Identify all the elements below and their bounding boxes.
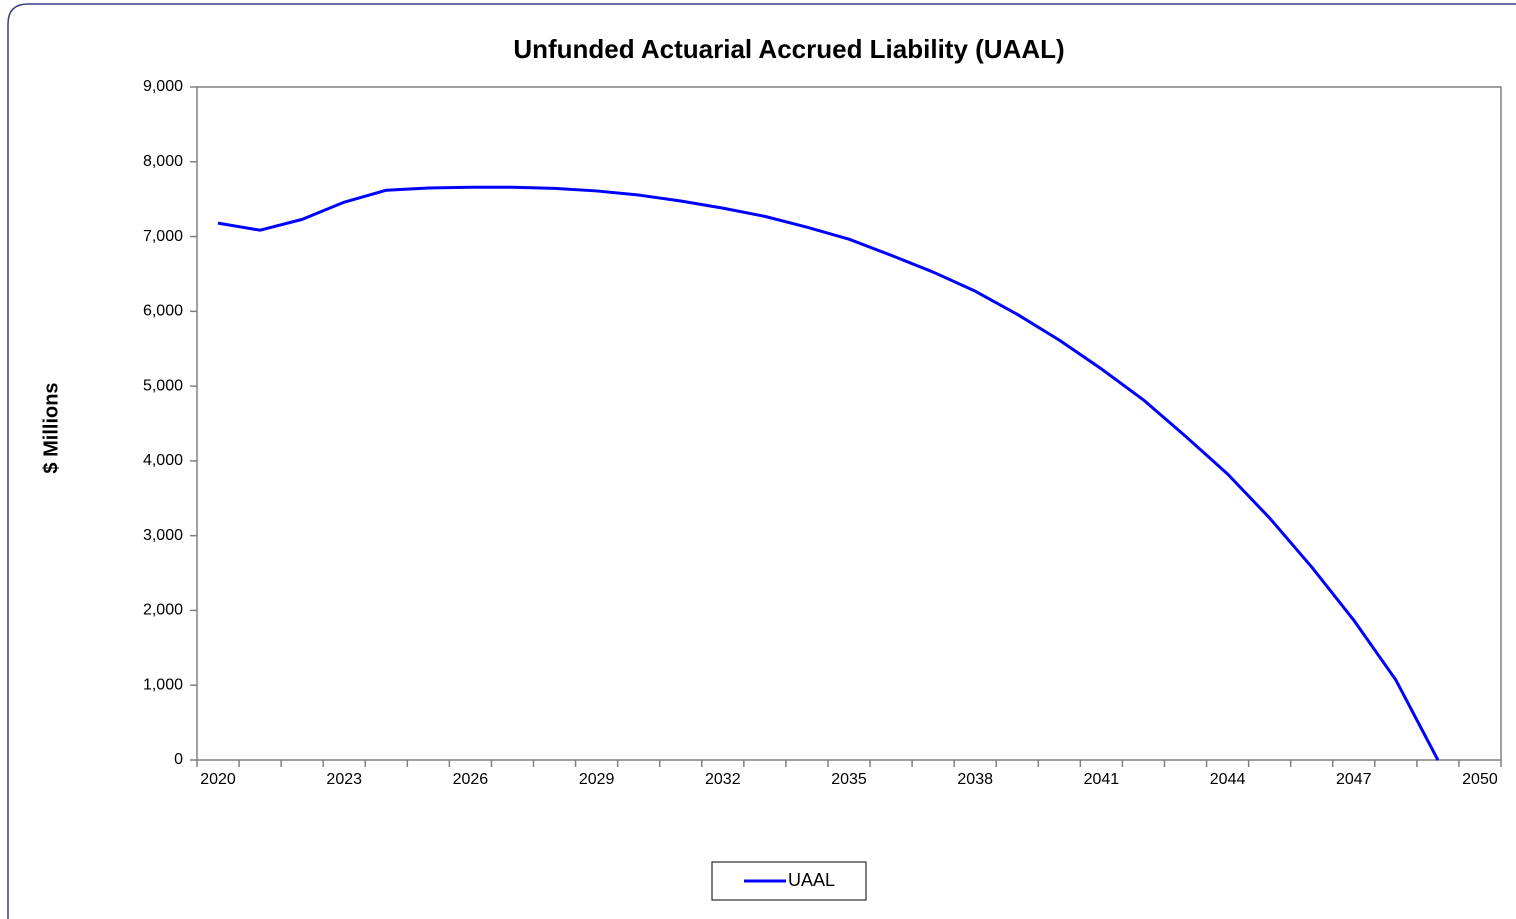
y-tick-label: 4,000 — [143, 452, 183, 469]
x-tick-label: 2041 — [1084, 771, 1120, 788]
y-tick-label: 3,000 — [143, 527, 183, 544]
y-tick-label: 5,000 — [143, 377, 183, 394]
x-tick-label: 2029 — [579, 771, 615, 788]
x-tick-label: 2023 — [326, 771, 362, 788]
y-tick-label: 2,000 — [143, 602, 183, 619]
legend-label: UAAL — [788, 870, 835, 890]
x-tick-label: 2047 — [1336, 771, 1372, 788]
chart-title: Unfunded Actuarial Accrued Liability (UA… — [513, 34, 1064, 64]
frame — [7, 3, 1516, 919]
y-tick-label: 6,000 — [143, 303, 183, 320]
y-tick-label: 0 — [174, 751, 183, 768]
x-tick-label: 2050 — [1462, 771, 1498, 788]
x-tick-label: 2032 — [705, 771, 741, 788]
x-tick-label: 2020 — [200, 771, 236, 788]
x-tick-label: 2044 — [1210, 771, 1246, 788]
y-tick-label: 7,000 — [143, 228, 183, 245]
plot-area — [196, 86, 1502, 761]
x-tick-label: 2035 — [831, 771, 867, 788]
x-tick-label: 2038 — [957, 771, 993, 788]
y-tick-label: 1,000 — [143, 676, 183, 693]
data-line — [217, 185, 1440, 761]
y-tick-label: 9,000 — [143, 78, 183, 95]
y-tick-label: 8,000 — [143, 153, 183, 170]
x-tick-label: 2026 — [453, 771, 489, 788]
legend-box — [711, 861, 867, 901]
y-axis-label: $ Millions — [40, 382, 62, 473]
